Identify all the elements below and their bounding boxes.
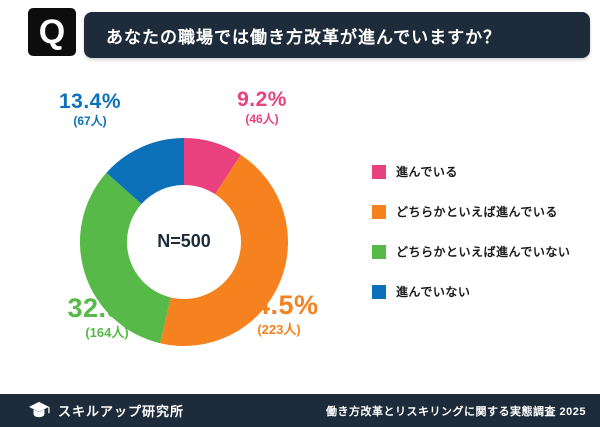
callout-dochiraka-susundeinai: 32.9% (164人) <box>45 293 169 340</box>
callout-count: (223人) <box>257 321 301 337</box>
donut-segment-0 <box>184 138 241 195</box>
callout-susundeinai: 13.4% (67人) <box>35 90 145 128</box>
q-logo: Q <box>28 8 76 56</box>
question-text: あなたの職場では働き方改革が進んでいますか？ <box>106 27 502 47</box>
question-header: あなたの職場では働き方改革が進んでいますか？ <box>84 12 590 58</box>
graduation-cap-icon <box>29 401 50 417</box>
callout-count: (67人) <box>73 114 107 129</box>
callout-count: (46人) <box>245 112 279 127</box>
legend-label: 進んでいない <box>396 285 471 299</box>
callout-count: (164人) <box>85 324 129 340</box>
legend-label: 進んでいる <box>396 165 458 179</box>
legend-item-1: どちらかといえば進んでいる <box>372 203 570 220</box>
callout-susundeiru: 9.2% (46人) <box>210 88 314 126</box>
chart-legend: 進んでいる どちらかといえば進んでいる どちらかといえば進んでいない 進んでいな… <box>372 163 570 323</box>
legend-swatch-blue <box>372 284 386 299</box>
donut-chart <box>80 138 288 346</box>
legend-item-3: 進んでいない <box>372 283 570 300</box>
legend-label: どちらかといえば進んでいない <box>396 245 571 259</box>
callout-pct: 9.2% <box>237 88 287 111</box>
brand-name: スキルアップ研究所 <box>58 404 185 419</box>
donut-segment-3 <box>106 138 184 205</box>
callout-pct: 32.9% <box>67 293 147 323</box>
legend-item-2: どちらかといえば進んでいない <box>372 243 570 260</box>
survey-source: 働き方改革とリスキリングに関する実態調査 2025 <box>325 405 586 418</box>
legend-swatch-orange <box>372 204 386 219</box>
donut-segment-1 <box>160 154 288 346</box>
legend-swatch-green <box>372 244 386 259</box>
legend-label: どちらかといえば進んでいる <box>396 205 558 219</box>
footer-bar: スキルアップ研究所 働き方改革とリスキリングに関する実態調査 2025 <box>0 394 600 427</box>
legend-item-0: 進んでいる <box>372 163 570 180</box>
callout-pct: 13.4% <box>58 90 122 113</box>
legend-swatch-pink <box>372 164 386 179</box>
brand-logo: スキルアップ研究所 <box>28 401 184 421</box>
sample-size-label: N=500 <box>157 231 211 251</box>
callout-dochiraka-susundeiru: 44.5% (223人) <box>215 290 343 337</box>
callout-pct: 44.5% <box>239 290 319 320</box>
donut-segment-2 <box>80 172 171 344</box>
q-logo-letter: Q <box>38 12 66 51</box>
